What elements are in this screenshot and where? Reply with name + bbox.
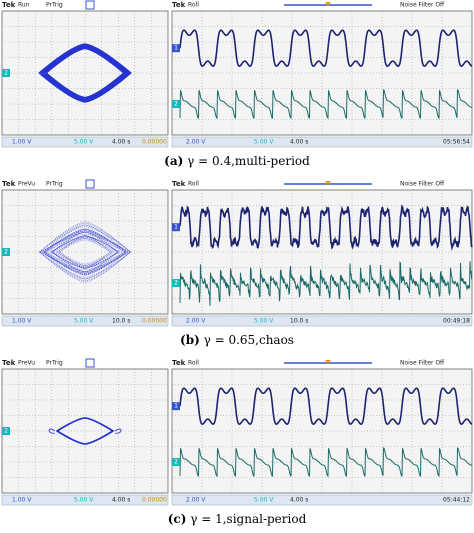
clock: 00:49:18 <box>443 318 470 325</box>
timebase: 4.00 s <box>290 139 308 146</box>
status-bar <box>1 315 169 327</box>
channel-marker-label: 2 <box>174 101 178 108</box>
mode: PreVu <box>18 181 35 188</box>
channel-marker <box>172 44 180 53</box>
mode: Roll <box>188 2 199 9</box>
trace <box>179 29 473 67</box>
caption-label: (c) <box>168 512 187 526</box>
channel-marker-label: 2 <box>4 70 8 77</box>
channel-marker-label: 2 <box>174 280 178 287</box>
brand: Tek <box>172 1 186 9</box>
channel-marker <box>172 223 180 232</box>
status-bar <box>171 494 473 506</box>
trigger-box <box>85 179 95 189</box>
timebase: 10.0 s <box>112 318 130 325</box>
trigger: PrTrig <box>46 2 63 9</box>
filter: Noise Filter Off <box>400 360 445 367</box>
channel-marker-label: 1 <box>174 45 178 52</box>
ch1-scale: 1.00 V <box>12 139 32 146</box>
channel-marker <box>2 427 10 435</box>
channel-marker-label: 2 <box>4 428 8 435</box>
ch1-scale: 1.00 V <box>12 497 32 504</box>
position: 0.00000 <box>142 139 167 146</box>
filter: Noise Filter Off <box>400 181 445 188</box>
brand: Tek <box>2 359 16 367</box>
caption-text: γ = 0.65,chaos <box>204 333 294 347</box>
caption: (c) γ = 1,signal-period <box>168 512 307 526</box>
ch1-scale: 1.00 V <box>12 318 32 325</box>
caption-text: γ = 0.4,multi-period <box>187 154 310 168</box>
mode: Run <box>18 2 30 9</box>
channel-marker-label: 1 <box>174 403 178 410</box>
trigger: PrTrig <box>46 360 63 367</box>
caption-label: (a) <box>164 154 183 168</box>
timebase: 4.00 s <box>290 497 308 504</box>
brand: Tek <box>172 359 186 367</box>
trace <box>39 221 132 283</box>
ch1-scale: 2.00 V <box>186 318 206 325</box>
status-bar <box>171 315 473 327</box>
channel-marker <box>2 69 10 77</box>
status-bar <box>1 136 169 148</box>
trace <box>38 43 132 103</box>
trace <box>179 447 473 477</box>
mode: PreVu <box>18 360 35 367</box>
brand: Tek <box>172 180 186 188</box>
trigger-marker <box>325 181 331 185</box>
caption: (b) γ = 0.65,chaos <box>180 333 294 347</box>
trace <box>55 417 115 445</box>
mode: Roll <box>188 360 199 367</box>
mode: Roll <box>188 181 199 188</box>
clock: 05:56:54 <box>443 139 470 146</box>
trace <box>179 261 473 306</box>
channel-marker <box>172 100 180 108</box>
brand: Tek <box>2 180 16 188</box>
ch2-scale: 5.00 V <box>254 318 274 325</box>
status-bar <box>171 136 473 148</box>
ch2-scale: 5.00 V <box>254 497 274 504</box>
caption-label: (b) <box>180 333 200 347</box>
ch2-scale: 5.00 V <box>74 318 94 325</box>
channel-marker <box>172 402 180 411</box>
trigger-marker <box>325 360 331 364</box>
trace <box>179 204 473 251</box>
status-bar <box>1 494 169 506</box>
channel-marker <box>2 248 10 256</box>
ch1-scale: 2.00 V <box>186 497 206 504</box>
filter: Noise Filter Off <box>400 2 445 9</box>
ch2-scale: 5.00 V <box>74 139 94 146</box>
ch2-scale: 5.00 V <box>254 139 274 146</box>
ch2-scale: 5.00 V <box>74 497 94 504</box>
channel-marker-label: 2 <box>4 249 8 256</box>
timebase: 4.00 s <box>112 497 130 504</box>
timebase: 4.00 s <box>112 139 130 146</box>
timebase: 10.0 s <box>290 318 308 325</box>
channel-marker <box>172 458 180 466</box>
position: 0.00000 <box>142 497 167 504</box>
caption: (a) γ = 0.4,multi-period <box>164 154 310 168</box>
channel-marker-label: 1 <box>174 224 178 231</box>
trace <box>179 89 473 119</box>
brand: Tek <box>2 1 16 9</box>
trigger: PrTrig <box>46 181 63 188</box>
clock: 05:44:12 <box>443 497 470 504</box>
channel-marker-label: 2 <box>174 459 178 466</box>
trigger-marker <box>325 2 331 6</box>
trace <box>48 428 122 434</box>
caption-text: γ = 1,signal-period <box>190 512 306 526</box>
ch1-scale: 2.00 V <box>186 139 206 146</box>
position: 0.00000 <box>142 318 167 325</box>
trigger-box <box>85 0 95 10</box>
channel-marker <box>172 279 180 287</box>
trace <box>179 387 473 425</box>
trigger-box <box>85 358 95 368</box>
